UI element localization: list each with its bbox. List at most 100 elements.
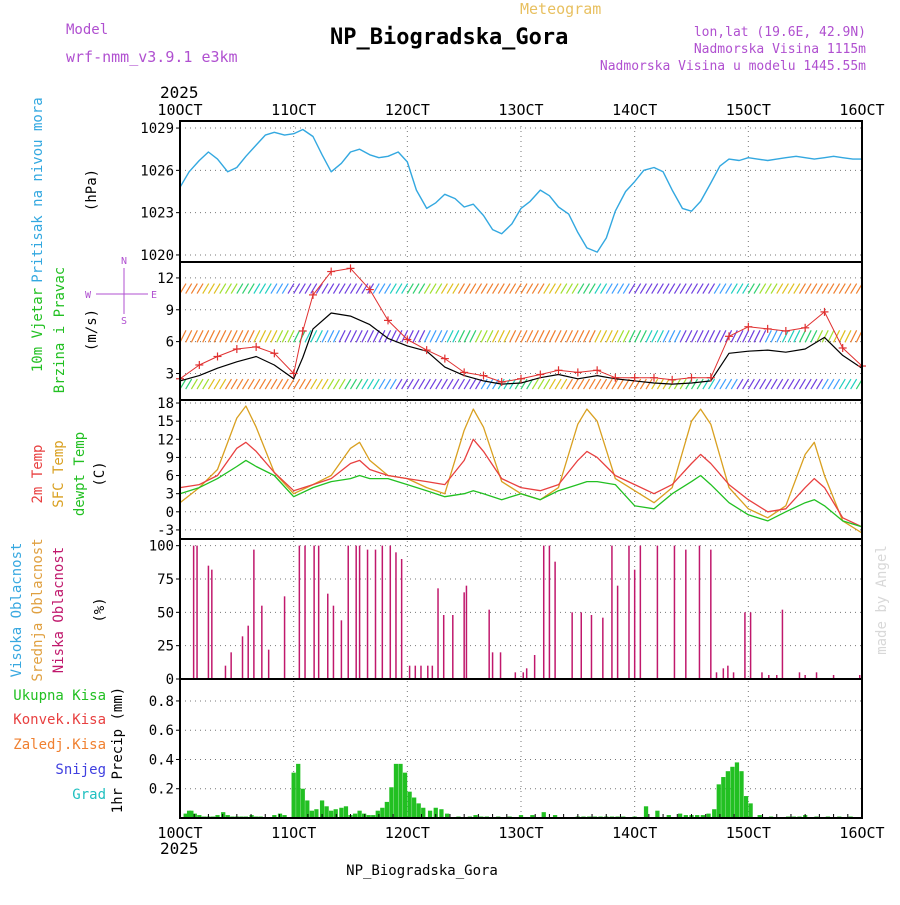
wind-direction-barb	[281, 283, 289, 294]
wind-direction-barb	[298, 378, 306, 390]
wind-direction-barb	[259, 283, 267, 294]
precip-bar	[343, 806, 349, 818]
precip-bar	[530, 815, 535, 818]
precip-bar	[655, 810, 660, 818]
compass-rose: N S W E	[85, 256, 157, 327]
wind-direction-barb	[611, 283, 619, 294]
wind-direction-barb	[838, 283, 846, 294]
precip-bar	[371, 815, 376, 818]
precip-bar	[700, 815, 705, 818]
compass-south: S	[121, 316, 127, 327]
temp-y-tick-label: 3	[166, 487, 174, 503]
wind-y-tick-label: 3	[166, 366, 174, 382]
wind-direction-barb	[457, 378, 465, 390]
wind-direction-barb	[372, 378, 380, 390]
wind-direction-barb	[503, 330, 511, 343]
wind-direction-barb	[247, 283, 255, 294]
wind-direction-barb	[440, 283, 448, 294]
wind-direction-barb	[582, 330, 591, 343]
wind-direction-barb	[242, 283, 250, 294]
wind-direction-barb	[332, 283, 340, 294]
wind-direction-barb	[810, 378, 818, 390]
precip-bar	[421, 807, 426, 818]
pressure-line	[179, 128, 862, 253]
wind-direction-barb	[418, 283, 426, 294]
wind-direction-barb	[685, 330, 693, 343]
wind-direction-barb	[804, 378, 812, 390]
wind-direction-barb	[486, 283, 494, 294]
wind-direction-barb	[418, 330, 426, 343]
wind-direction-barb	[372, 283, 380, 294]
wind-direction-barb	[276, 330, 284, 343]
precip-bar	[277, 813, 283, 818]
wind-direction-barb	[651, 330, 659, 343]
wind-direction-barb	[742, 283, 750, 294]
wind-direction-barb	[764, 330, 772, 343]
wind-direction-barb	[344, 283, 352, 294]
precip-bar	[734, 762, 740, 818]
wind-direction-barb	[372, 330, 380, 343]
wind-direction-barb	[537, 330, 545, 343]
precip-panel-frame	[179, 678, 863, 819]
wind-direction-barb	[645, 283, 653, 294]
wind-direction-barb	[315, 330, 323, 343]
wind-direction-barb	[628, 330, 636, 343]
precip-bar	[678, 813, 683, 818]
wind-direction-barb	[531, 330, 539, 343]
precip-bar	[402, 772, 408, 818]
wind-direction-barb	[503, 283, 511, 294]
wind-direction-barb	[224, 378, 232, 390]
wind-direction-barb	[634, 283, 642, 294]
wind-direction-barb	[361, 378, 369, 390]
model-name: wrf-nmm_v3.9.1 e3km	[66, 48, 238, 66]
precip-bar	[748, 803, 753, 818]
precip-convective-label: Konvek.Kisa	[13, 712, 106, 728]
precip-freezing-label: Zaledj.Kisa	[13, 737, 106, 753]
wind-direction-barb	[810, 330, 818, 343]
wind-direction-barb	[793, 378, 801, 390]
wind-direction-barb	[520, 330, 528, 343]
wind-direction-barb	[332, 330, 340, 343]
wind-direction-barb	[548, 283, 556, 294]
wind-direction-barb	[833, 283, 841, 294]
temp2m-label: 2m Temp	[30, 444, 46, 503]
precip-bar	[183, 813, 188, 818]
wind-direction-barb	[815, 330, 824, 343]
wind-direction-barb	[281, 378, 289, 390]
wind-direction-barb	[361, 283, 369, 294]
wind-direction-barb	[259, 330, 267, 343]
wind-direction-barb	[395, 283, 403, 294]
wind-direction-barb	[605, 330, 613, 343]
wind-direction-barb	[236, 330, 244, 343]
data-layer	[176, 128, 866, 818]
wind-direction-barb	[219, 283, 227, 294]
wind-direction-barb	[736, 283, 744, 294]
precip-bar	[309, 810, 314, 818]
wind-direction-barb	[719, 330, 727, 343]
wind-direction-barb	[656, 378, 664, 390]
precip-bar	[444, 813, 450, 818]
precip-bar	[192, 813, 197, 818]
wind-direction-barb	[395, 330, 403, 343]
wind-direction-barb	[469, 283, 477, 294]
wind-direction-barb	[310, 378, 318, 390]
wind-direction-barb	[213, 330, 221, 343]
tick-layer: 10OCT 10OCT 11OCT 11OCT 12OCT 12OCT 13OCT 13OCT…	[140, 101, 884, 842]
wind-direction-barb	[690, 283, 699, 294]
wind-direction-barb	[378, 283, 386, 294]
wind-direction-barb	[406, 378, 414, 390]
precip-bar	[433, 807, 438, 818]
wind-direction-barb	[747, 330, 755, 343]
wind-direction-barb	[850, 283, 858, 294]
precip-y-tick-label: 0.4	[149, 752, 174, 768]
wind-direction-barb	[736, 378, 744, 390]
precip-bar	[712, 809, 717, 818]
temp-y-tick-label: -3	[157, 523, 174, 539]
frame-layer	[179, 120, 863, 819]
wind-direction-barb	[719, 378, 727, 390]
x-tick-label-top: 14OCT	[612, 101, 657, 119]
precip-bar	[695, 815, 700, 818]
wind-direction-barb	[730, 378, 738, 390]
wind-direction-barb	[440, 330, 448, 343]
wind-direction-barb	[565, 378, 573, 390]
